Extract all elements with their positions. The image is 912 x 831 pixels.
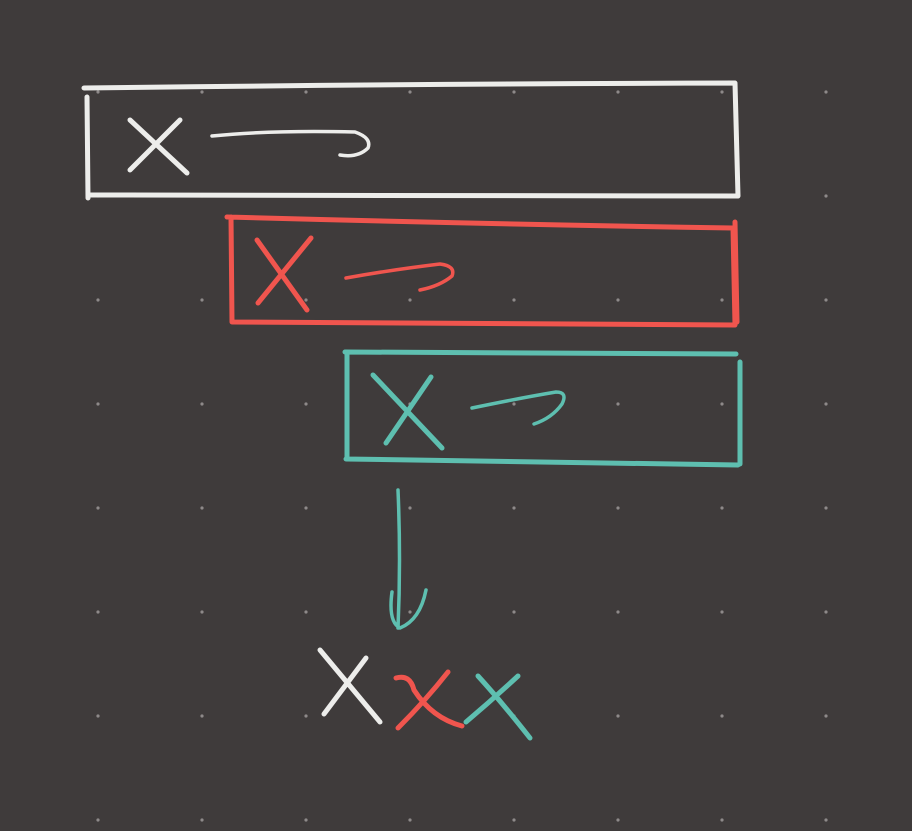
grid-dot (512, 818, 516, 822)
grid-dot (720, 298, 724, 302)
grid-dot (408, 506, 412, 510)
grid-dot (304, 90, 308, 94)
grid-dot (200, 506, 204, 510)
grid-dot (96, 298, 100, 302)
teal-x-mark (370, 372, 445, 451)
grid-dot (96, 610, 100, 614)
grid-dot (512, 402, 516, 406)
red-medium-arrow (344, 262, 455, 292)
grid-dot (824, 194, 828, 198)
grid-dot (200, 610, 204, 614)
grid-dot (616, 90, 620, 94)
grid-dot (720, 610, 724, 614)
grid-dot (512, 506, 516, 510)
grid-dot (200, 818, 204, 822)
grid-dot (616, 714, 620, 718)
grid-dot (616, 506, 620, 510)
grid-dot (408, 610, 412, 614)
white-x-mark (127, 117, 190, 176)
grid-dot (824, 402, 828, 406)
grid-dot (616, 610, 620, 614)
grid-dot (616, 298, 620, 302)
grid-dot (824, 90, 828, 94)
grid-dot (408, 90, 412, 94)
red-box[interactable] (224, 214, 740, 328)
grid-dot (616, 402, 620, 406)
dot-grid (96, 90, 828, 822)
grid-dot (720, 402, 724, 406)
grid-dot (720, 818, 724, 822)
teal-box[interactable] (342, 349, 743, 468)
result-x-red (393, 669, 465, 731)
grid-dot (824, 714, 828, 718)
red-x-mark (254, 235, 314, 313)
grid-dot (96, 506, 100, 510)
grid-dot (824, 298, 828, 302)
row-teal[interactable] (342, 349, 743, 468)
grid-dot (96, 818, 100, 822)
grid-dot (200, 298, 204, 302)
grid-dot (408, 298, 412, 302)
grid-dot (304, 402, 308, 406)
result-x-white (317, 647, 383, 725)
teal-short-arrow (470, 390, 566, 426)
grid-dot (200, 90, 204, 94)
grid-dot (720, 506, 724, 510)
grid-dot (408, 818, 412, 822)
grid-dot (720, 90, 724, 94)
grid-dot (96, 402, 100, 406)
grid-dot (304, 818, 308, 822)
grid-dot (304, 506, 308, 510)
grid-dot (824, 818, 828, 822)
grid-dot (96, 714, 100, 718)
down-arrow-icon (389, 488, 428, 630)
grid-dot (304, 610, 308, 614)
result-x-teal (463, 673, 533, 741)
grid-dot (200, 714, 204, 718)
grid-dot (304, 298, 308, 302)
grid-dot (824, 610, 828, 614)
grid-dot (96, 90, 100, 94)
grid-dot (512, 610, 516, 614)
row-white[interactable] (81, 80, 741, 201)
grid-dot (304, 714, 308, 718)
grid-dot (200, 402, 204, 406)
white-box[interactable] (81, 80, 741, 201)
grid-dot (512, 298, 516, 302)
grid-dot (824, 506, 828, 510)
white-long-arrow (210, 129, 371, 158)
grid-dot (720, 714, 724, 718)
result-letters (317, 647, 533, 741)
grid-dot (616, 818, 620, 822)
grid-dot (512, 90, 516, 94)
row-red[interactable] (224, 214, 740, 328)
